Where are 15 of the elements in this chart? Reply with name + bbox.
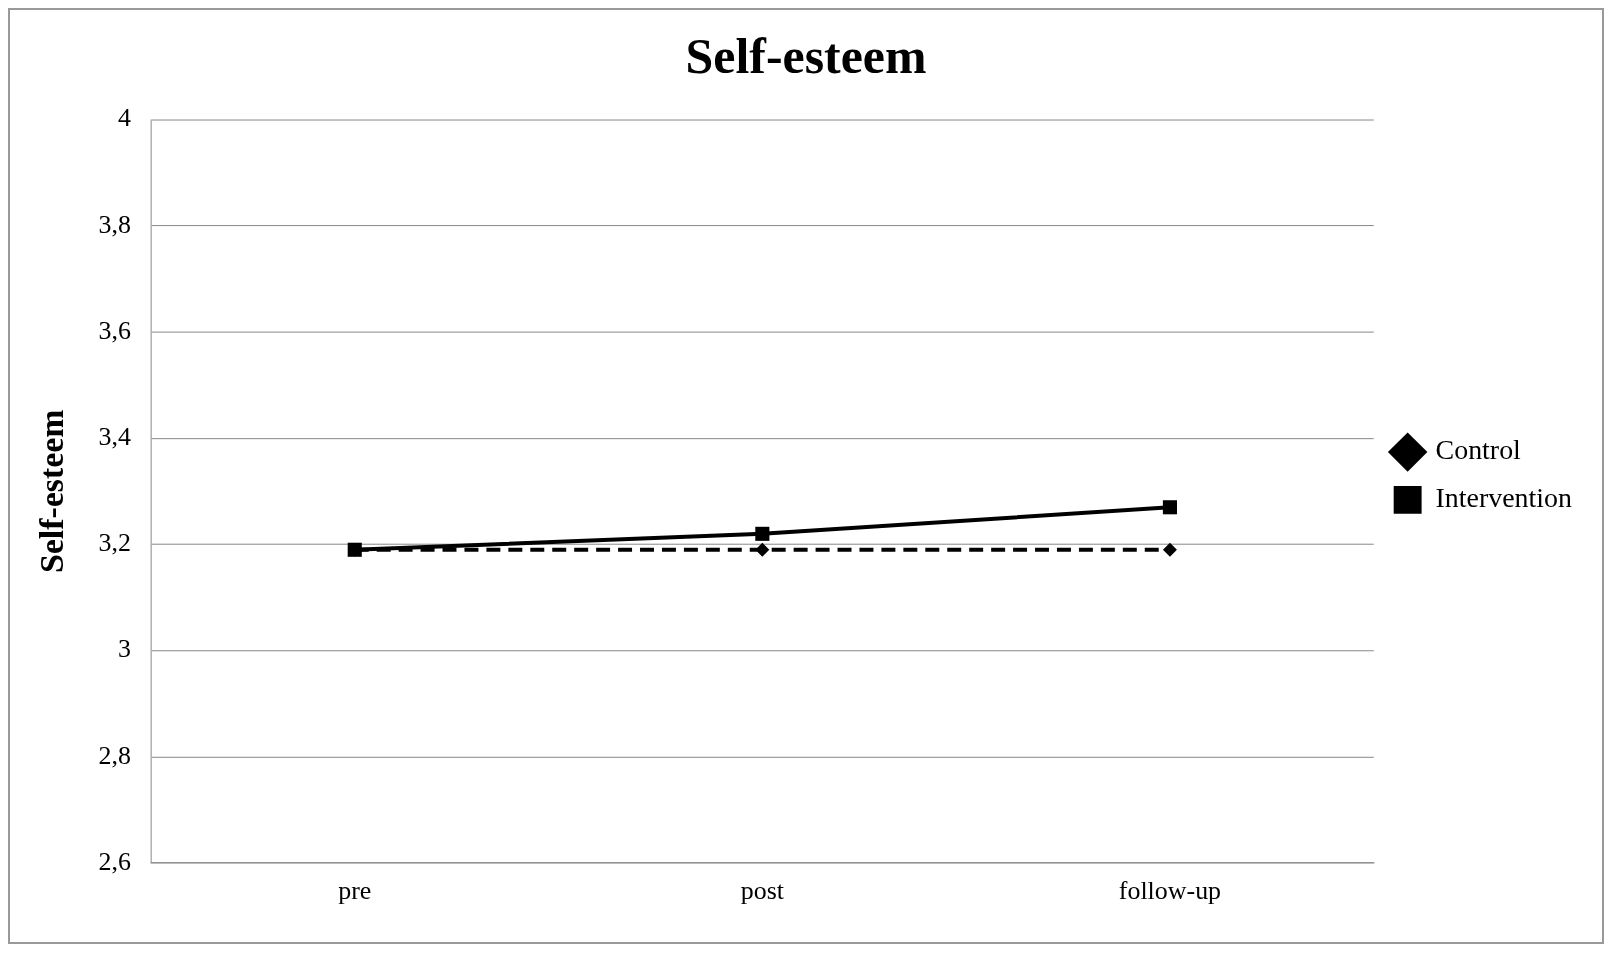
chart-title: Self-esteem [685, 28, 927, 84]
y-tick-label: 3,4 [98, 422, 132, 452]
y-tick-label: 3,8 [98, 209, 131, 239]
y-tick-label: 2,8 [98, 740, 131, 770]
x-tick-label: follow-up [1118, 876, 1222, 906]
x-tick-label: post [740, 876, 785, 906]
y-tick-label: 3 [118, 634, 131, 664]
y-tick-label: 4 [118, 103, 132, 133]
y-tick-label: 2,6 [98, 846, 132, 876]
x-tick-label: pre [338, 876, 372, 906]
legend-label: Control [1435, 434, 1522, 466]
y-tick-label: 3,6 [98, 315, 132, 345]
legend-label: Intervention [1435, 482, 1573, 514]
y-tick-label: 3,2 [98, 528, 131, 558]
y-axis-title: Self-esteem [33, 409, 71, 574]
